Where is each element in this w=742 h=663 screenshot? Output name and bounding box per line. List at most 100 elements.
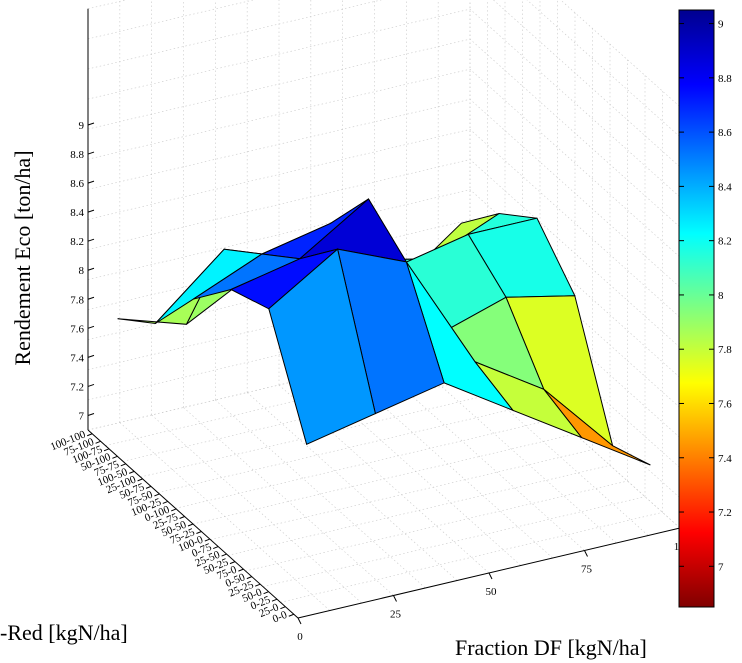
- y-tick-mark: [221, 553, 227, 557]
- x-axis-label: Fraction DF [kgN/ha]: [455, 635, 647, 660]
- grid-line: [87, 0, 681, 168]
- surface-patches: [117, 198, 651, 466]
- grid-line: [215, 399, 426, 589]
- z-tick-mark: [87, 325, 95, 329]
- z-tick-label: 8.8: [70, 149, 84, 161]
- z-tick-mark: [87, 151, 95, 155]
- colorbar-tick-label: 8.4: [718, 181, 732, 193]
- z-tick-label: 8: [79, 265, 85, 277]
- x-tick-mark: [488, 572, 493, 580]
- z-tick-mark: [87, 267, 95, 271]
- z-tick-mark: [87, 413, 95, 416]
- z-tick-label: 7.8: [70, 294, 84, 306]
- x-tick-label: 0: [297, 631, 303, 643]
- grid-line: [87, 0, 681, 138]
- colorbar-tick-label: 8: [718, 290, 724, 302]
- grid-line: [87, 219, 681, 408]
- z-tick-mark: [87, 122, 95, 126]
- y-tick-mark: [187, 523, 194, 527]
- grid-line: [183, 407, 394, 596]
- y-tick-mark: [255, 583, 261, 587]
- colorbar-tick-label: 7.8: [718, 344, 732, 356]
- y-tick-mark: [87, 433, 93, 437]
- y-tick-mark: [238, 568, 244, 572]
- y-tick-mark: [171, 508, 177, 512]
- grid-line: [87, 8, 681, 198]
- grid-line: [437, 347, 649, 536]
- grid-line: [87, 159, 681, 348]
- x-tick-mark: [584, 550, 588, 557]
- colorbar-tick-label: 9: [718, 19, 724, 31]
- y-tick-mark: [196, 531, 202, 534]
- y-tick-mark: [145, 485, 152, 489]
- colorbar-tick-label: 7: [718, 561, 724, 573]
- y-tick-mark: [120, 463, 126, 467]
- colorbar-tick-label: 7.6: [718, 398, 732, 410]
- x-tick-label: 75: [581, 564, 593, 576]
- colorbar-tick-label: 8.2: [718, 236, 732, 248]
- grid-line: [87, 189, 681, 378]
- grid-line: [246, 392, 458, 581]
- z-axis-label: Rendement Eco [ton/ha]: [10, 150, 35, 365]
- y-tick-mark: [179, 516, 185, 519]
- axis-ticks: 77.27.47.67.888.28.48.68.89100-10075-100…: [49, 8, 691, 643]
- grid-line: [406, 354, 617, 544]
- y-tick-mark: [129, 470, 135, 474]
- grid-line: [210, 449, 593, 540]
- grid-line: [227, 465, 611, 556]
- z-tick-mark: [87, 238, 95, 242]
- y-tick-mark: [137, 478, 143, 482]
- y-tick-label: 0-0: [271, 609, 290, 626]
- x-tick-label: 50: [486, 586, 498, 598]
- z-tick-label: 7.6: [70, 323, 84, 335]
- z-tick-label: 7.2: [70, 381, 84, 393]
- y-tick-mark: [246, 576, 252, 580]
- y-tick-mark: [204, 538, 210, 542]
- colorbar-tick-label: 7.2: [718, 507, 732, 519]
- y-axis-label: -Red [kgN/ha]: [0, 620, 128, 645]
- grid-line: [87, 68, 681, 258]
- y-tick-mark: [162, 500, 168, 504]
- grid-line: [157, 402, 541, 493]
- grid-line: [342, 369, 553, 559]
- z-tick-mark: [87, 209, 95, 213]
- colorbar-tick-label: 7.4: [718, 453, 732, 465]
- z-tick-mark: [87, 383, 95, 387]
- z-tick-mark: [87, 180, 95, 184]
- grid-line: [374, 362, 585, 551]
- grid-line: [262, 496, 646, 587]
- z-tick-mark: [87, 296, 95, 300]
- y-tick-mark: [95, 440, 101, 444]
- grid-line: [310, 377, 522, 566]
- y-tick-mark: [213, 546, 219, 550]
- x-tick-mark: [393, 595, 397, 602]
- y-tick-mark: [263, 591, 269, 595]
- z-tick-label: 8.2: [70, 236, 84, 248]
- y-tick-mark: [112, 455, 118, 459]
- colorbar-ticks: 7 7.2 7.4 7.6 7.8 8 8.2 8.4 8.6 8.8 9: [679, 19, 732, 573]
- x-tick-label: 25: [390, 609, 402, 621]
- grid-line: [280, 512, 663, 603]
- z-tick-mark: [87, 354, 95, 358]
- surface-patch: [268, 248, 376, 445]
- z-tick-label: 7.4: [70, 352, 84, 364]
- grid-line: [87, 38, 681, 228]
- y-tick-mark: [271, 598, 278, 602]
- grid-line: [87, 129, 681, 318]
- y-tick-mark: [103, 448, 110, 452]
- y-tick-mark: [280, 606, 286, 610]
- grid-line: [87, 98, 681, 288]
- grid-line: [87, 0, 681, 108]
- x-tick-mark: [297, 617, 302, 625]
- y-tick-mark: [288, 613, 294, 617]
- grid-line: [278, 384, 490, 574]
- z-tick-label: 9: [79, 120, 85, 132]
- y-tick-mark: [229, 561, 236, 565]
- colorbar: [678, 9, 715, 608]
- z-tick-label: 8.4: [70, 207, 84, 219]
- z-tick-label: 7: [79, 410, 85, 422]
- grid-line: [245, 480, 628, 572]
- y-tick-mark: [154, 493, 160, 497]
- colorbar-tick-label: 8.6: [718, 127, 732, 139]
